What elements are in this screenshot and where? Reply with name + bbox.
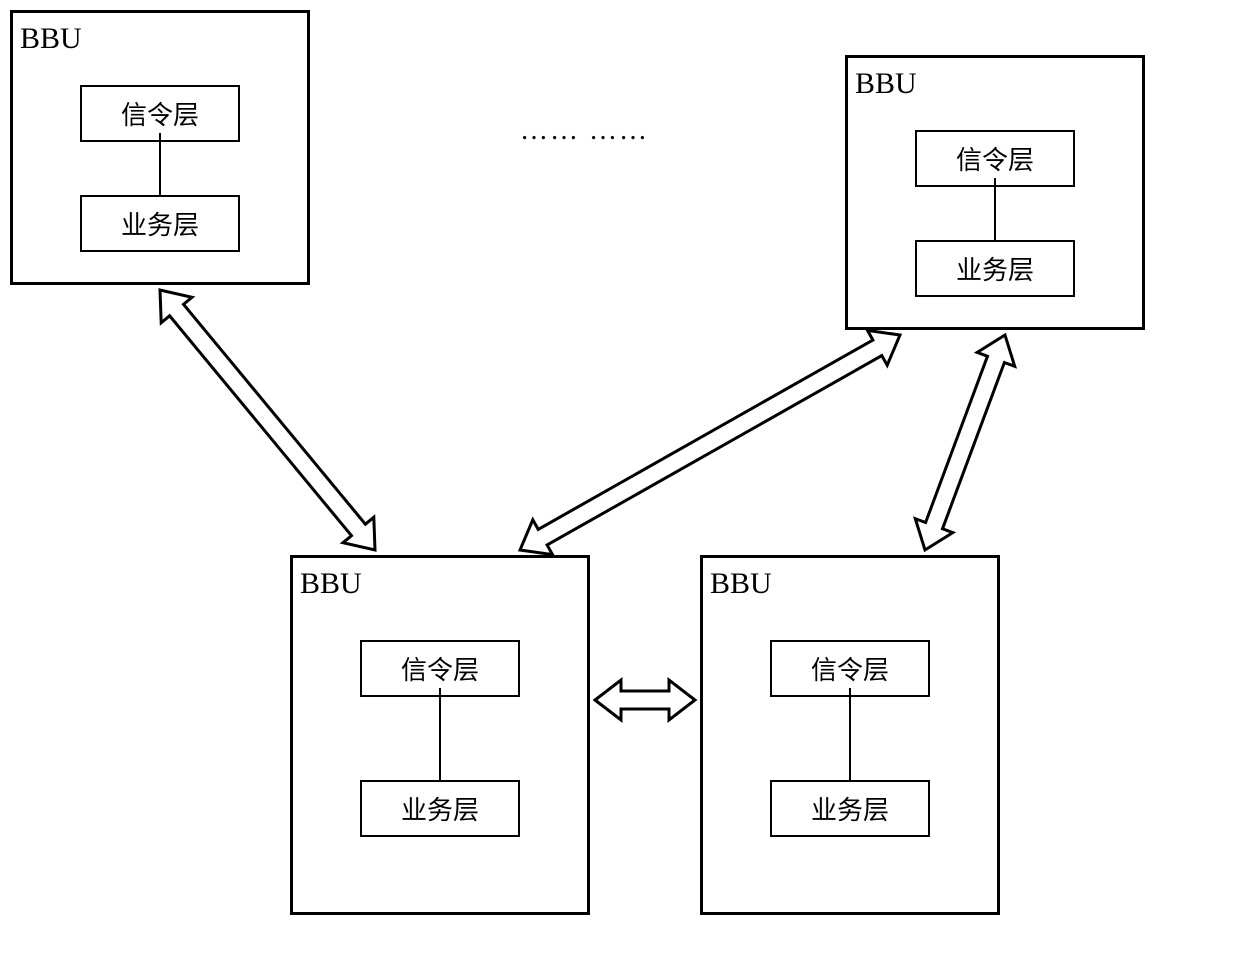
service-layer-box: 业务层: [360, 780, 520, 837]
bbu-title: BBU: [20, 22, 82, 56]
layer-connector: [159, 133, 161, 195]
layer-connector: [849, 688, 851, 780]
layer-connector: [994, 178, 996, 240]
service-layer-box: 业务层: [915, 240, 1075, 297]
double-arrow: [915, 335, 1014, 550]
service-layer-box: 业务层: [770, 780, 930, 837]
layer-connector: [439, 688, 441, 780]
bbu-title: BBU: [710, 567, 772, 601]
bbu-title: BBU: [300, 567, 362, 601]
double-arrow: [160, 290, 375, 550]
bbu-title: BBU: [855, 67, 917, 101]
double-arrow: [520, 330, 900, 554]
double-arrow: [595, 680, 695, 720]
ellipsis-label: …… ……: [520, 115, 649, 147]
service-layer-box: 业务层: [80, 195, 240, 252]
